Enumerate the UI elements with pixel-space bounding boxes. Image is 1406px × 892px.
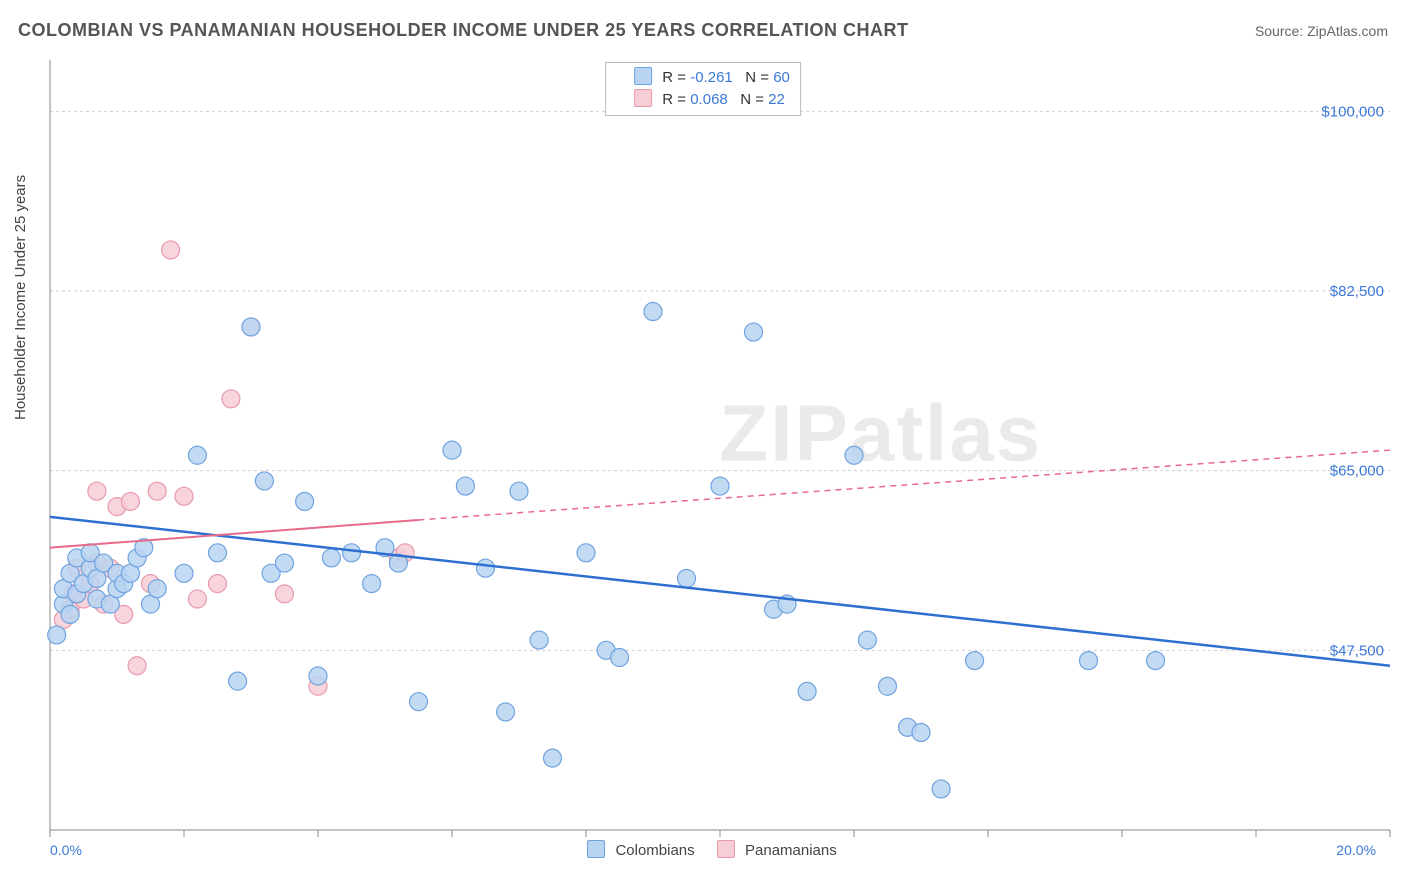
legend-swatch-colombians (634, 67, 652, 85)
legend-label: Colombians (615, 842, 694, 859)
correlation-legend-row: R = 0.068 N = 22 (616, 89, 790, 111)
correlation-legend: R = -0.261 N = 60 R = 0.068 N = 22 (605, 62, 801, 116)
legend-r-value: -0.261 (690, 69, 733, 86)
legend-swatch-panamanians (717, 840, 735, 858)
svg-text:ZIPatlas: ZIPatlas (719, 388, 1042, 477)
source-prefix: Source: (1255, 23, 1307, 39)
legend-swatch-colombians (587, 840, 605, 858)
y-axis-label: Householder Income Under 25 years (12, 175, 29, 420)
legend-n-value: 22 (768, 91, 785, 108)
series-legend: Colombians Panamanians (0, 840, 1406, 859)
svg-text:$47,500: $47,500 (1330, 642, 1384, 659)
scatter-plot: $47,500 $65,000 $82,500 $100,000 ZIPatlas (0, 0, 1406, 892)
legend-r-label: R = (662, 91, 690, 108)
svg-text:$65,000: $65,000 (1330, 463, 1384, 480)
legend-r-label: R = (662, 69, 690, 86)
header: COLOMBIAN VS PANAMANIAN HOUSEHOLDER INCO… (18, 20, 1388, 41)
correlation-legend-row: R = -0.261 N = 60 (616, 67, 790, 89)
source-attribution: Source: ZipAtlas.com (1255, 23, 1388, 39)
source-name: ZipAtlas.com (1307, 23, 1388, 39)
chart-container: COLOMBIAN VS PANAMANIAN HOUSEHOLDER INCO… (0, 0, 1406, 892)
svg-text:$82,500: $82,500 (1330, 283, 1384, 300)
legend-n-label: N = (732, 91, 768, 108)
legend-swatch-panamanians (634, 89, 652, 107)
legend-n-value: 60 (773, 69, 790, 86)
legend-label: Panamanians (745, 842, 837, 859)
legend-n-label: N = (737, 69, 773, 86)
chart-title: COLOMBIAN VS PANAMANIAN HOUSEHOLDER INCO… (18, 20, 909, 41)
svg-text:$100,000: $100,000 (1321, 103, 1384, 120)
legend-r-value: 0.068 (690, 91, 728, 108)
